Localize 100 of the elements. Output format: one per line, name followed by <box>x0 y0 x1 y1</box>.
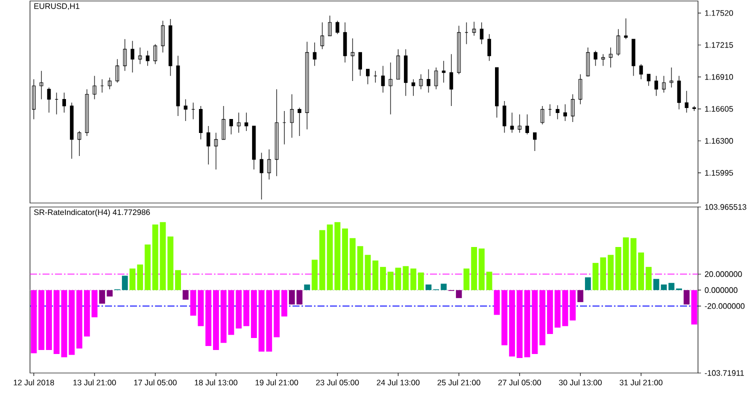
candlestick <box>62 92 66 113</box>
candlestick <box>502 100 506 133</box>
candlestick <box>161 20 165 53</box>
candlestick <box>525 114 530 135</box>
bar <box>577 290 584 302</box>
candlestick <box>343 22 347 63</box>
candlestick <box>214 132 218 170</box>
candlestick <box>320 22 324 50</box>
bar <box>319 230 326 290</box>
candlestick <box>419 74 423 90</box>
candlestick <box>236 112 241 133</box>
candlestick <box>480 22 484 44</box>
candlestick <box>78 130 82 156</box>
candlestick <box>222 106 226 140</box>
candlestick <box>586 47 590 77</box>
candlestick <box>274 88 279 176</box>
candlestick <box>54 92 58 115</box>
candlestick <box>396 48 400 80</box>
candlestick <box>677 76 681 110</box>
candlestick <box>563 104 567 122</box>
candlestick <box>229 118 233 135</box>
candlestick <box>670 67 674 88</box>
candlestick <box>123 38 127 72</box>
bar <box>402 266 409 290</box>
candlestick <box>548 104 552 116</box>
bar <box>312 260 318 290</box>
candlestick <box>426 68 430 93</box>
bar <box>236 290 242 328</box>
candlestick <box>646 74 650 86</box>
candlestick <box>608 47 613 68</box>
candlestick <box>457 25 461 75</box>
candlestick <box>532 132 537 152</box>
candlestick <box>328 15 332 36</box>
candlestick <box>487 34 492 62</box>
candlestick <box>578 74 582 105</box>
candlestick <box>464 22 468 44</box>
candlestick <box>115 58 120 83</box>
bar <box>486 272 492 290</box>
bar <box>182 290 189 300</box>
candlestick <box>624 18 628 40</box>
candlestick <box>168 18 172 76</box>
candlestick <box>684 90 688 113</box>
candlestick <box>298 107 302 136</box>
bar <box>570 290 576 320</box>
candlestick <box>404 48 408 96</box>
bar <box>190 290 196 316</box>
candlestick <box>570 94 575 122</box>
bar <box>304 284 310 290</box>
candlestick <box>518 114 522 133</box>
candlestick <box>85 88 89 136</box>
candlestick <box>540 106 544 125</box>
candlestick <box>146 50 150 66</box>
candlestick <box>153 44 158 64</box>
candlestick <box>336 20 340 34</box>
candlestick <box>350 38 354 82</box>
candlestick <box>662 76 666 93</box>
candlestick <box>100 78 104 93</box>
candlestick <box>198 106 203 140</box>
candlestick <box>654 76 658 96</box>
bar <box>584 277 591 290</box>
candlestick <box>47 87 51 113</box>
candlestick <box>260 152 264 200</box>
candlestick <box>366 68 370 84</box>
candlestick <box>616 28 620 56</box>
candlestick <box>632 38 636 76</box>
candlestick <box>290 94 294 138</box>
candlestick <box>267 149 271 180</box>
candlestick <box>472 21 476 36</box>
candlestick <box>374 70 378 83</box>
candlestick <box>312 42 316 66</box>
bar <box>653 278 660 290</box>
candlestick <box>191 102 196 120</box>
bar <box>691 290 698 324</box>
bar <box>281 290 288 316</box>
candlestick <box>594 50 598 66</box>
candlestick <box>176 55 180 116</box>
candlestick <box>244 112 248 132</box>
candlestick <box>130 40 134 73</box>
candlestick <box>434 67 438 90</box>
candlestick <box>442 60 446 83</box>
candlestick <box>510 112 514 133</box>
candlestick <box>282 110 286 145</box>
candlestick <box>388 62 392 115</box>
bar <box>152 224 158 290</box>
candlestick <box>556 104 560 120</box>
candlestick <box>108 77 112 90</box>
candlestick <box>495 67 499 118</box>
candlestick <box>92 76 96 100</box>
candlestick <box>639 64 643 80</box>
bar <box>684 290 690 304</box>
candlestick <box>449 54 454 106</box>
candlestick <box>184 98 188 122</box>
candlestick <box>138 47 142 64</box>
candlestick <box>358 52 362 76</box>
candlestick <box>206 126 210 165</box>
candlestick <box>601 54 605 66</box>
candlestick <box>40 70 44 100</box>
candlestick <box>70 102 74 160</box>
bar <box>68 290 75 355</box>
candlestick <box>381 66 385 93</box>
